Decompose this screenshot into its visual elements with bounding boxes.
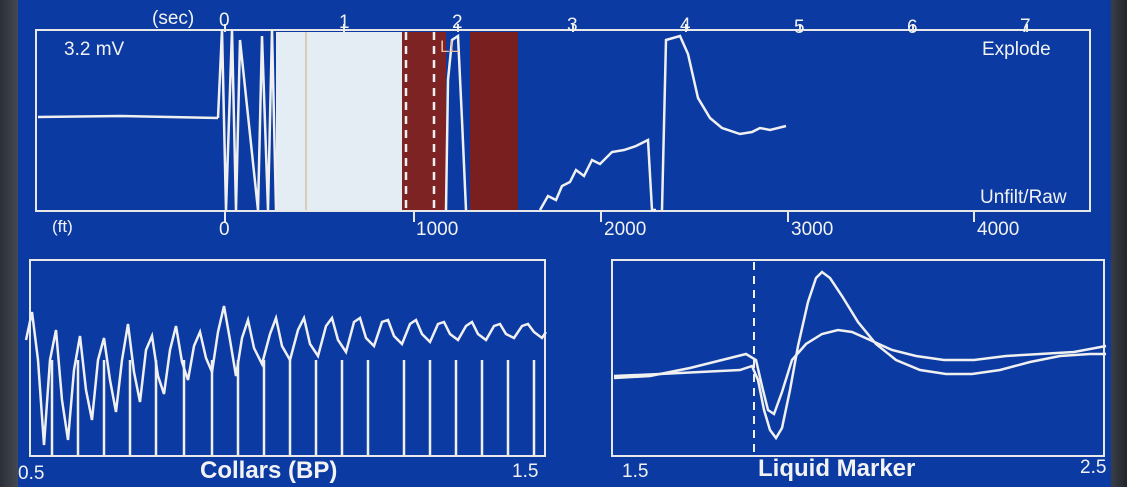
liquid-x-end: 2.5 [1080,457,1107,478]
top-plot-frame [35,29,1091,212]
collars-x-end: 1.5 [512,461,539,482]
time-tick-1: 1 [339,12,350,33]
depth-tick-4000: 4000 [977,219,1020,240]
depth-tick-1000: 1000 [416,219,459,240]
light-fill-region [276,32,402,210]
liquid-title: Liquid Marker [758,455,916,482]
depth-axis-label: (ft) [52,217,73,236]
time-tick-6: 6 [907,17,918,38]
time-tick-3: 3 [567,15,578,36]
amplitude-label: 3.2 mV [64,39,125,60]
collars-x-start: 0.5 [18,463,45,484]
collars-plot-frame [29,259,546,457]
time-tick-4: 4 [680,15,691,36]
filter-label: Unfilt/Raw [980,187,1067,208]
time-tick-5: 5 [794,17,805,38]
returning-trace [538,138,656,212]
device-bezel-right [1111,0,1127,487]
liquid-plot-frame [611,259,1105,457]
time-tick-0: 0 [219,10,230,31]
echo-trace [660,34,787,211]
liquid-trace-raw [613,270,1106,441]
liquid-level-marker-label: LL [440,37,459,56]
liquid-x-start: 1.5 [622,461,649,482]
dark-fill-region-b [470,32,518,210]
depth-tick-2000: 2000 [604,219,647,240]
shot-trace [216,29,278,211]
depth-tick-0: 0 [219,219,230,240]
collars-waveform [24,305,548,446]
collars-title: Collars (BP) [200,457,338,484]
time-axis-label: (sec) [152,8,195,29]
depth-tick-3000: 3000 [791,219,834,240]
device-bezel-left [0,0,22,487]
acoustic-trace-screen [18,0,1113,487]
liquid-trace-filtered [613,328,1107,416]
dark-fill-region-a [402,32,446,210]
mode-label: Explode [982,39,1051,60]
time-tick-7: 7 [1020,16,1031,37]
baseline-trace [37,114,219,120]
time-tick-2: 2 [452,12,463,33]
